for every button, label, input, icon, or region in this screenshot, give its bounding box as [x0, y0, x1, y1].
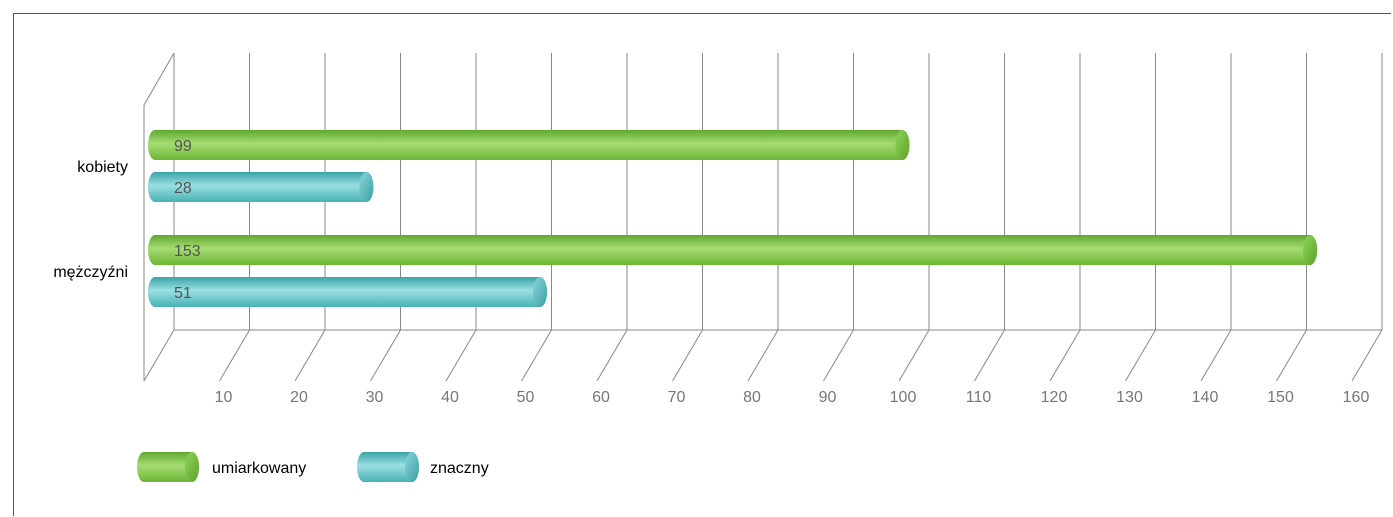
bars-layer [148, 130, 1318, 307]
x-tick-label: 10 [215, 389, 233, 406]
bar-cap [895, 130, 910, 160]
x-tick-label: 140 [1192, 389, 1219, 406]
labels-layer: 10 20 30 40 50 60 70 80 90 100 110 120 130 140 150 160 k… [53, 138, 1369, 406]
data-label: 28 [174, 180, 192, 197]
floor-gridline [1049, 329, 1081, 382]
chart-frame [13, 13, 1391, 516]
floor-gridline [445, 329, 477, 382]
legend: umiarkowany znaczny [137, 452, 489, 482]
floor-gridline [898, 329, 930, 382]
bar-cap [533, 277, 548, 307]
x-tick-label: 30 [366, 389, 384, 406]
bar-cap [359, 172, 374, 202]
x-tick-label: 150 [1267, 389, 1294, 406]
floor-gridline [596, 329, 628, 382]
bar-cap [1303, 235, 1318, 265]
x-tick-label: 100 [890, 389, 917, 406]
bar-umiarkowany [148, 235, 1318, 265]
floor-gridline [974, 329, 1005, 382]
legend-swatch-cap [185, 452, 199, 482]
bar-znaczny [148, 172, 374, 202]
side-wall-top-edge [143, 52, 175, 106]
floor-gridline [747, 329, 779, 382]
data-label: 99 [174, 138, 192, 155]
x-tick-label: 20 [290, 389, 308, 406]
x-tick-label: 90 [819, 389, 837, 406]
legend-label: umiarkowany [212, 460, 306, 477]
legend-swatch [357, 452, 419, 482]
x-tick-label: 70 [668, 389, 686, 406]
category-label: kobiety [77, 159, 128, 176]
data-label: 153 [174, 243, 201, 260]
floor-gridline [1200, 329, 1232, 382]
legend-swatch [137, 452, 199, 482]
x-tick-label: 160 [1343, 389, 1370, 406]
floor-gridline [1276, 329, 1307, 382]
x-tick-label: 60 [592, 389, 610, 406]
category-label: mężczyźni [53, 264, 128, 281]
floor-gridline [521, 329, 552, 382]
floor-gridline [672, 329, 703, 382]
x-tick-label: 40 [441, 389, 459, 406]
floor-gridline [219, 329, 250, 382]
x-tick-label: 120 [1041, 389, 1068, 406]
x-tick-label: 80 [743, 389, 761, 406]
floor-gridline [1125, 329, 1156, 382]
x-tick-label: 130 [1116, 389, 1143, 406]
legend-label: znaczny [430, 460, 489, 477]
grid-layer [143, 52, 1383, 382]
bar-znaczny [148, 277, 548, 307]
floor-gridline [370, 329, 401, 382]
bar-umiarkowany [148, 130, 910, 160]
data-label: 51 [174, 285, 192, 302]
legend-swatch-cap [405, 452, 419, 482]
floor-gridline [1351, 329, 1383, 382]
x-tick-label: 50 [517, 389, 535, 406]
floor-gridline [294, 329, 326, 382]
floor-gridline [143, 329, 175, 382]
floor-gridline [823, 329, 854, 382]
x-tick-label: 110 [966, 389, 992, 406]
